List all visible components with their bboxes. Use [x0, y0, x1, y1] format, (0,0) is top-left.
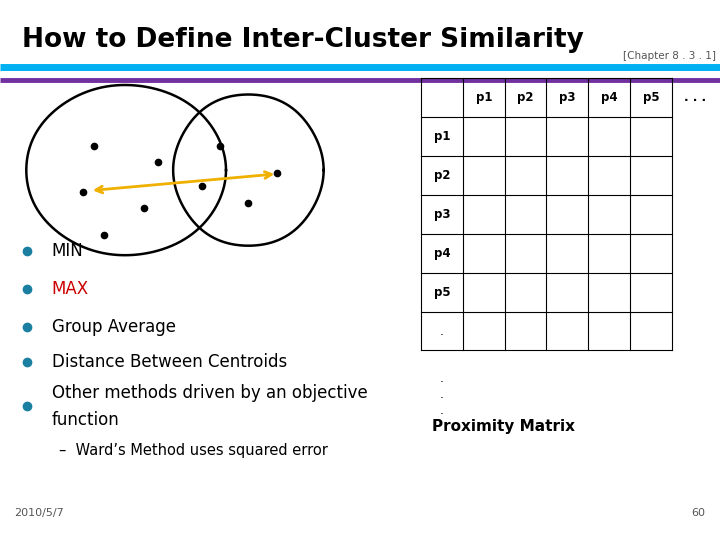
Text: p2: p2	[518, 91, 534, 104]
Text: function: function	[52, 410, 120, 429]
Text: Other methods driven by an objective: Other methods driven by an objective	[52, 383, 368, 402]
Text: How to Define Inter-Cluster Similarity: How to Define Inter-Cluster Similarity	[22, 27, 583, 53]
Text: p3: p3	[559, 91, 575, 104]
Text: p3: p3	[434, 208, 450, 221]
FancyArrowPatch shape	[96, 172, 271, 193]
Text: p5: p5	[642, 91, 660, 104]
Text: .: .	[440, 388, 444, 401]
Text: Proximity Matrix: Proximity Matrix	[432, 419, 575, 434]
Text: MIN: MIN	[52, 242, 84, 260]
Text: . . .: . . .	[684, 91, 706, 104]
Text: p4: p4	[600, 91, 618, 104]
Text: p1: p1	[434, 130, 450, 143]
Text: p4: p4	[433, 247, 451, 260]
Text: p1: p1	[476, 91, 492, 104]
Text: MAX: MAX	[52, 280, 89, 298]
Text: Group Average: Group Average	[52, 318, 176, 336]
Text: Distance Between Centroids: Distance Between Centroids	[52, 353, 287, 371]
Text: 60: 60	[692, 508, 706, 518]
Text: [Chapter 8 . 3 . 1]: [Chapter 8 . 3 . 1]	[624, 51, 716, 62]
Text: 2010/5/7: 2010/5/7	[14, 508, 64, 518]
Text: .: .	[440, 325, 444, 338]
Text: p5: p5	[433, 286, 451, 299]
Text: –  Ward’s Method uses squared error: – Ward’s Method uses squared error	[59, 443, 328, 458]
Text: .: .	[440, 404, 444, 417]
Text: p2: p2	[434, 169, 450, 182]
Text: .: .	[440, 372, 444, 384]
